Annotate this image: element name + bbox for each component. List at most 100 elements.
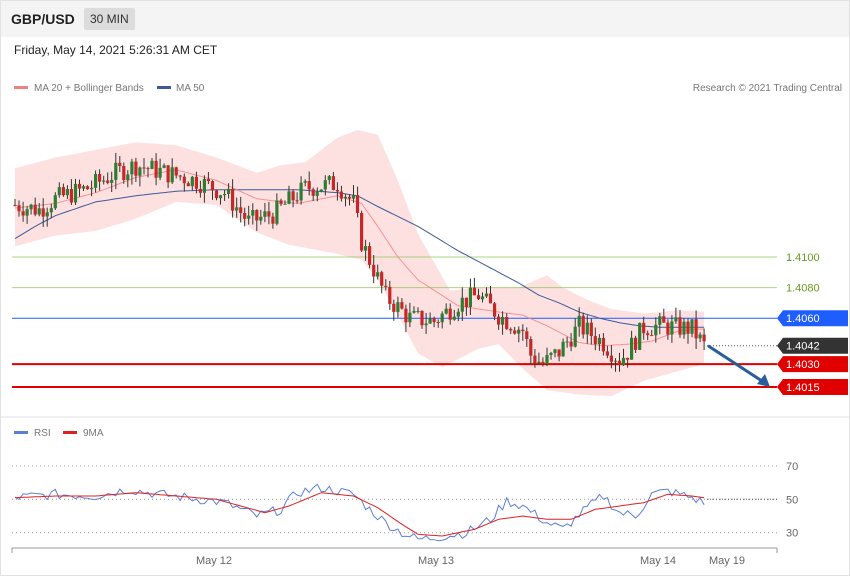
candle-body — [235, 207, 239, 211]
credit-label: Research © 2021 Trading Central — [693, 83, 842, 94]
chart-header: GBP/USD 30 MIN — [1, 1, 849, 37]
candle-body — [166, 165, 170, 183]
candle-body — [339, 191, 343, 199]
candle-body — [493, 303, 497, 317]
candle-body — [484, 293, 489, 297]
candle-body — [210, 181, 215, 191]
candle-body — [73, 183, 78, 203]
candle-body — [53, 195, 57, 209]
candle-body — [214, 190, 219, 199]
candle-body — [118, 162, 122, 166]
candle-body — [380, 272, 384, 286]
candle-body — [69, 189, 73, 203]
candle-body — [275, 200, 279, 224]
candle-body — [106, 180, 110, 183]
timestamp-label: Friday, May 14, 2021 5:26:31 AM CET — [14, 43, 218, 57]
candle-body — [517, 329, 521, 334]
candle-body — [464, 297, 468, 307]
candle-body — [243, 213, 247, 219]
ma50-legend-swatch — [157, 86, 171, 89]
candle-body — [146, 168, 150, 170]
candle-body — [509, 329, 513, 331]
candle-body — [315, 191, 319, 196]
candle-body — [57, 187, 61, 196]
candle-body — [654, 324, 658, 336]
candle-body — [593, 336, 597, 345]
candle-body — [521, 329, 525, 332]
ma20-legend-label: MA 20 + Bollinger Bands — [34, 83, 144, 94]
candle-body — [355, 195, 360, 213]
candle-body — [609, 355, 613, 362]
rsi-legend-swatch — [14, 431, 28, 434]
candle-body — [658, 316, 662, 325]
candle-body — [476, 295, 481, 300]
moving-averages — [14, 169, 705, 347]
candle-body — [17, 205, 21, 212]
candle-body — [682, 321, 686, 335]
candle-body — [37, 208, 41, 215]
candle-body — [239, 207, 243, 213]
candle-body — [255, 210, 259, 221]
candle-body — [634, 337, 638, 350]
candle-body — [33, 204, 37, 215]
candle-body — [577, 315, 581, 327]
candle-body — [581, 315, 585, 335]
candle-body — [154, 160, 158, 178]
candle-body — [347, 196, 352, 199]
x-tick-label: May 12 — [196, 555, 232, 567]
level-label-support: 1.4030 — [786, 359, 820, 371]
level-tag-last — [777, 337, 848, 354]
candle-body — [21, 211, 25, 216]
candle-body — [638, 322, 642, 350]
candle-body — [158, 167, 162, 178]
candle-body — [408, 312, 412, 323]
candle-body — [650, 335, 654, 337]
candle-body — [440, 313, 444, 323]
level-tag-support — [777, 356, 848, 373]
candle-body — [690, 319, 694, 334]
candle-body — [420, 310, 424, 326]
candle-body — [299, 182, 303, 201]
candle-body — [218, 195, 223, 199]
candle-body — [505, 317, 509, 329]
candle-body — [178, 175, 182, 177]
candle-body — [601, 337, 605, 352]
candle-body — [549, 353, 553, 355]
candle-body — [134, 161, 138, 176]
rsi-ma-line — [14, 492, 705, 537]
candle-body — [267, 211, 271, 217]
forecast-arrow-shaft — [707, 344, 766, 385]
candle-body — [541, 361, 545, 365]
candle-body — [271, 216, 275, 224]
candle-body — [259, 216, 263, 221]
candle-body — [25, 209, 29, 216]
candle-body — [279, 200, 283, 204]
candle-body — [626, 357, 630, 360]
symbol-title: GBP/USD — [11, 11, 75, 27]
candle-body — [85, 186, 90, 190]
x-tick-label: May 13 — [418, 555, 454, 567]
candle-body — [589, 322, 593, 336]
level-label-resistance: 1.4080 — [786, 283, 820, 295]
candle-body — [170, 167, 174, 183]
candle-body — [110, 179, 114, 183]
candle-body — [448, 308, 452, 320]
candle-body — [392, 303, 396, 312]
candle-body — [702, 334, 706, 342]
candle-body — [400, 302, 404, 309]
candle-body — [460, 297, 464, 312]
candle-body — [331, 176, 335, 190]
ma20-legend-swatch — [14, 86, 28, 89]
candle-body — [404, 308, 408, 323]
timeframe-button[interactable]: 30 MIN — [84, 8, 135, 30]
candle-body — [428, 318, 432, 324]
candle-body — [251, 210, 255, 216]
candle-body — [49, 208, 53, 213]
candle-body — [77, 183, 82, 189]
candle-body — [444, 308, 448, 314]
candle-body — [674, 317, 678, 322]
candle-body — [617, 360, 622, 366]
x-tick-label: May 14 — [640, 555, 676, 567]
candle-body — [694, 319, 698, 339]
candle-body — [174, 167, 178, 176]
